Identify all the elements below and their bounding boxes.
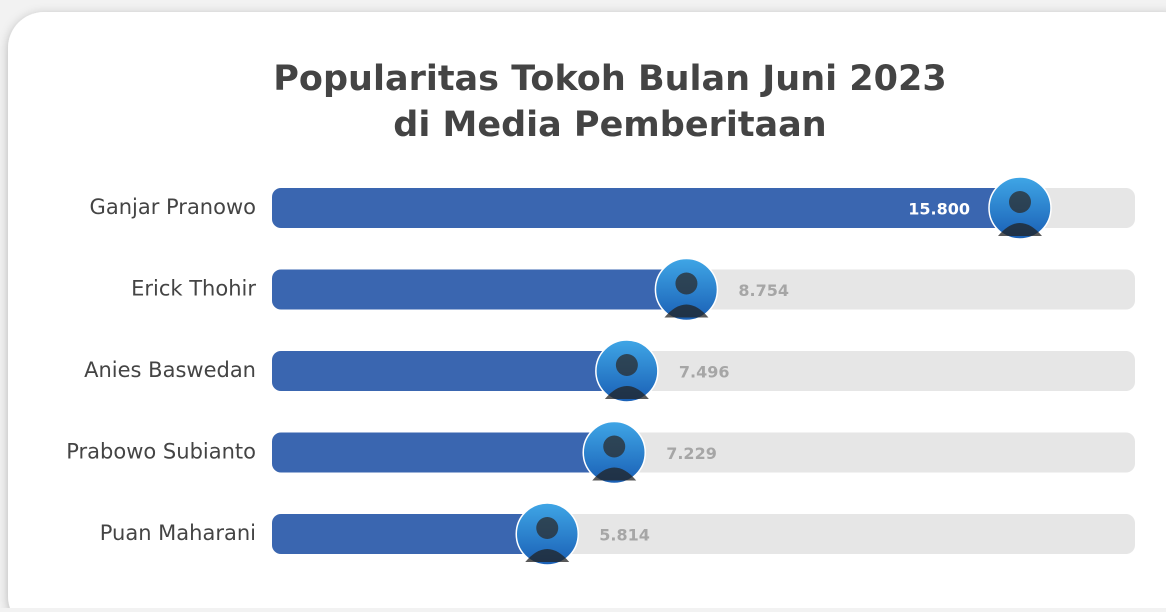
value-label: 7.229 — [666, 444, 717, 463]
chart: Popularitas Tokoh Bulan Juni 2023 di Med… — [0, 0, 1166, 608]
chart-title: Popularitas Tokoh Bulan Juni 2023 — [273, 59, 946, 99]
bar — [272, 433, 614, 473]
value-label: 15.800 — [908, 200, 970, 219]
bar — [272, 270, 686, 310]
bar — [272, 514, 547, 554]
value-label: 7.496 — [679, 363, 730, 382]
avatar-head — [616, 354, 638, 376]
value-label: 8.754 — [738, 281, 789, 300]
category-label: Prabowo Subianto — [66, 440, 256, 464]
avatar-head — [603, 436, 625, 458]
category-label: Puan Maharani — [100, 521, 256, 545]
category-label: Ganjar Pranowo — [90, 195, 256, 219]
avatar-head — [1009, 191, 1031, 213]
bar — [272, 351, 627, 391]
avatar-head — [675, 273, 697, 295]
chart-title: di Media Pemberitaan — [393, 105, 826, 145]
category-label: Anies Baswedan — [84, 358, 256, 382]
category-label: Erick Thohir — [131, 277, 256, 301]
avatar-head — [536, 517, 558, 539]
value-label: 5.814 — [599, 526, 650, 545]
